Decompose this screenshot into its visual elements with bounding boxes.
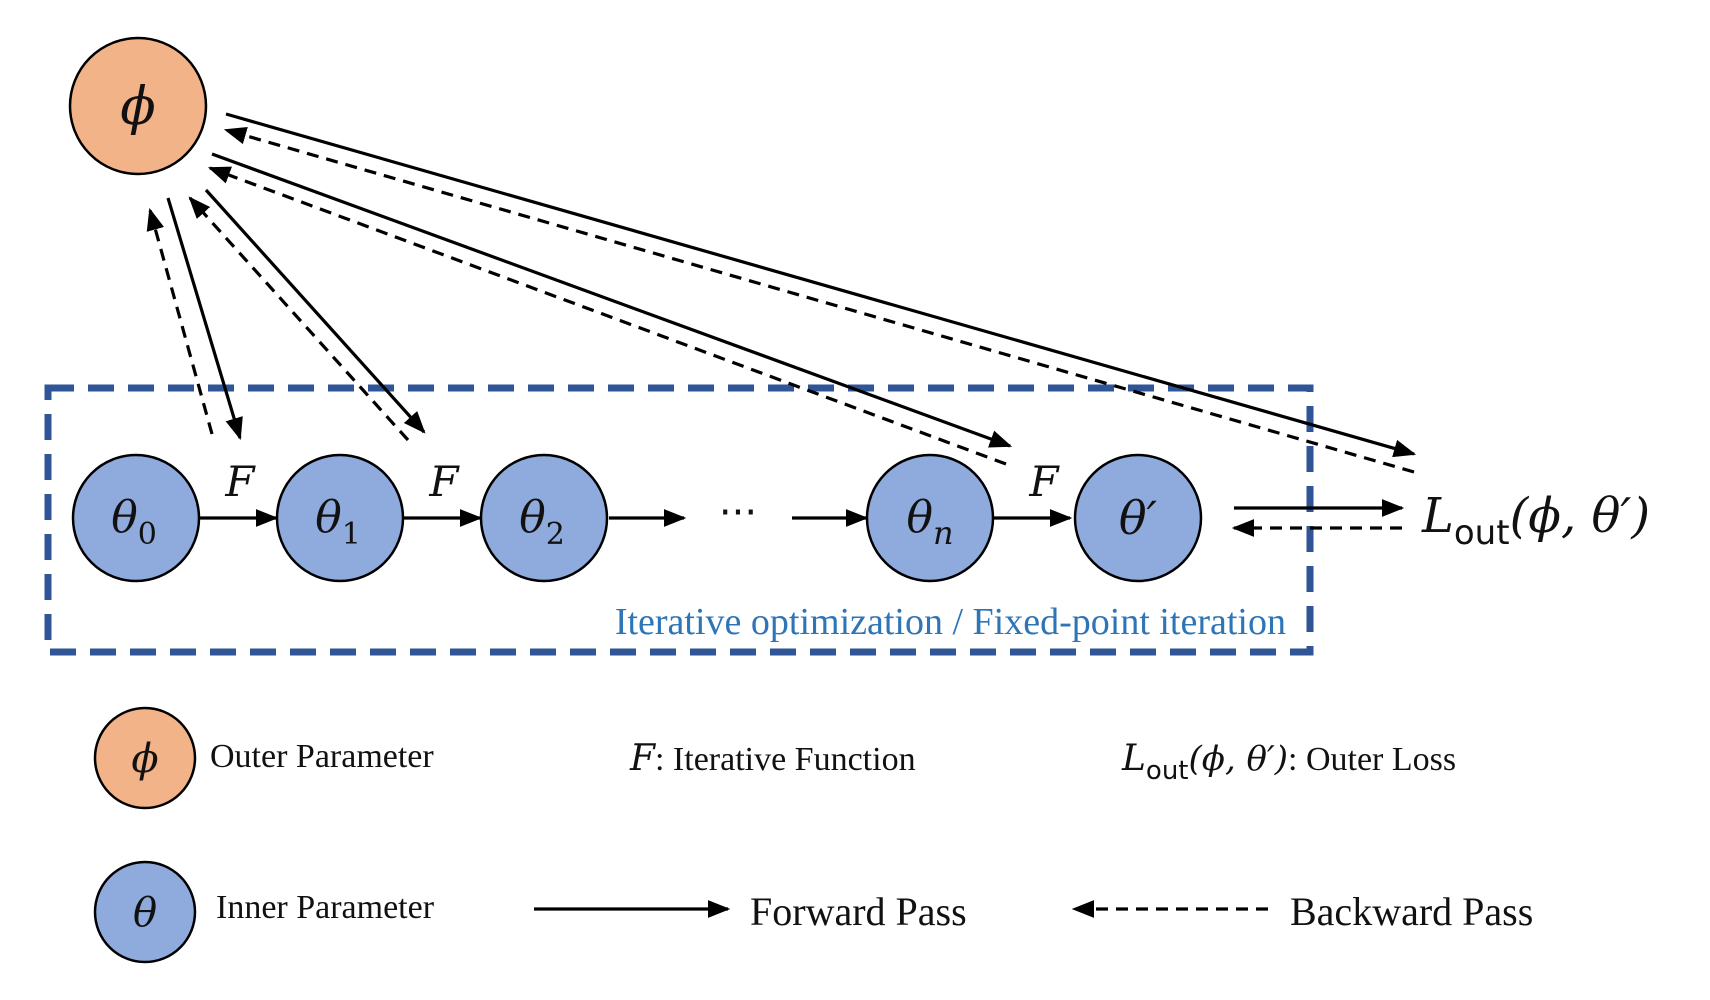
theta1-sub: 1	[342, 517, 361, 552]
legend-inner-label: Inner Parameter	[216, 889, 435, 926]
loss-args: (ϕ, θ′)	[1510, 488, 1650, 544]
backward-arrow-loss-to-phi	[223, 126, 1415, 474]
theta1-main: θ	[315, 492, 342, 543]
function-label-3: F	[1028, 457, 1060, 506]
legend-backward-pass: Backward Pass	[1071, 889, 1533, 934]
function-label-1: F	[224, 457, 256, 506]
forward-arrow-phi-to-thetan	[211, 152, 1013, 448]
legend-outer-loss: Lout(ϕ, θ′): Outer Loss	[1121, 738, 1456, 786]
iteration-box	[44, 384, 1314, 656]
outer-node-symbol: ϕ	[120, 77, 155, 137]
legend-outer-circle	[93, 706, 197, 810]
legend-forward-pass: Forward Pass	[534, 889, 967, 934]
legend-function-symbol: F	[629, 738, 657, 779]
thetaprime-node: θ′	[1073, 453, 1203, 583]
legend-outer-label: Outer Parameter	[210, 738, 434, 775]
legend-loss-label: : Outer Loss	[1288, 741, 1456, 778]
thetan-circle	[865, 453, 995, 583]
legend-loss-text: Lout(ϕ, θ′): Outer Loss	[1121, 738, 1456, 786]
theta1-circle	[275, 453, 405, 583]
forward-arrow-phi-to-loss	[225, 112, 1417, 458]
theta0-label: θ0	[111, 492, 157, 552]
legend-function-text: F: Iterative Function	[629, 738, 916, 779]
thetaprime-label: θ′	[1119, 491, 1158, 545]
theta0-circle	[71, 453, 201, 583]
iteration-box-caption: Iterative optimization / Fixed-point ite…	[615, 601, 1286, 643]
thetaprime-circle	[1073, 453, 1203, 583]
legend-outer-parameter: ϕ Outer Parameter	[93, 706, 434, 810]
theta2-main: θ	[519, 492, 546, 543]
thetan-label: θn	[906, 492, 953, 552]
legend-forward-label: Forward Pass	[750, 889, 967, 934]
theta0-node: θ0	[71, 453, 201, 583]
theta2-circle	[479, 453, 609, 583]
theta2-node: θ2	[479, 453, 609, 583]
backward-arrow-thetan-to-phi	[207, 166, 1007, 466]
legend-outer-symbol: ϕ	[131, 736, 158, 782]
theta0-main: θ	[111, 492, 138, 543]
legend-iterative-function: F: Iterative Function	[629, 738, 916, 779]
thetan-main: θ	[906, 492, 933, 543]
backward-arrow-theta1-to-phi	[188, 196, 410, 442]
function-label-2: F	[428, 457, 460, 506]
outer-node-circle	[68, 36, 208, 176]
theta2-label: θ2	[519, 492, 565, 552]
legend-inner-circle	[93, 860, 197, 964]
forward-arrow-phi-to-theta0	[166, 197, 243, 441]
theta1-node: θ1	[275, 453, 405, 583]
legend-loss-sub: out	[1146, 756, 1189, 786]
theta2-sub: 2	[546, 517, 565, 552]
thetan-sub: n	[933, 514, 954, 552]
legend-loss-main: L	[1121, 738, 1146, 779]
legend-backward-label: Backward Pass	[1290, 889, 1533, 934]
legend-function-label: : Iterative Function	[655, 741, 916, 778]
thetan-node: θn	[865, 453, 995, 583]
forward-arrow-phi-to-theta1	[204, 188, 426, 434]
outer-parameter-node: ϕ	[68, 36, 208, 176]
legend-loss-args: (ϕ, θ′)	[1189, 739, 1289, 779]
loss-main: L	[1421, 488, 1454, 544]
theta1-label: θ1	[315, 492, 361, 552]
theta0-sub: 0	[138, 517, 157, 552]
outer-loss-label: Lout(ϕ, θ′)	[1421, 488, 1650, 553]
chain-ellipsis: ···	[719, 490, 757, 536]
legend-inner-parameter: θ Inner Parameter	[93, 860, 435, 964]
loss-sub: out	[1454, 513, 1510, 553]
legend-inner-symbol: θ	[133, 890, 157, 936]
